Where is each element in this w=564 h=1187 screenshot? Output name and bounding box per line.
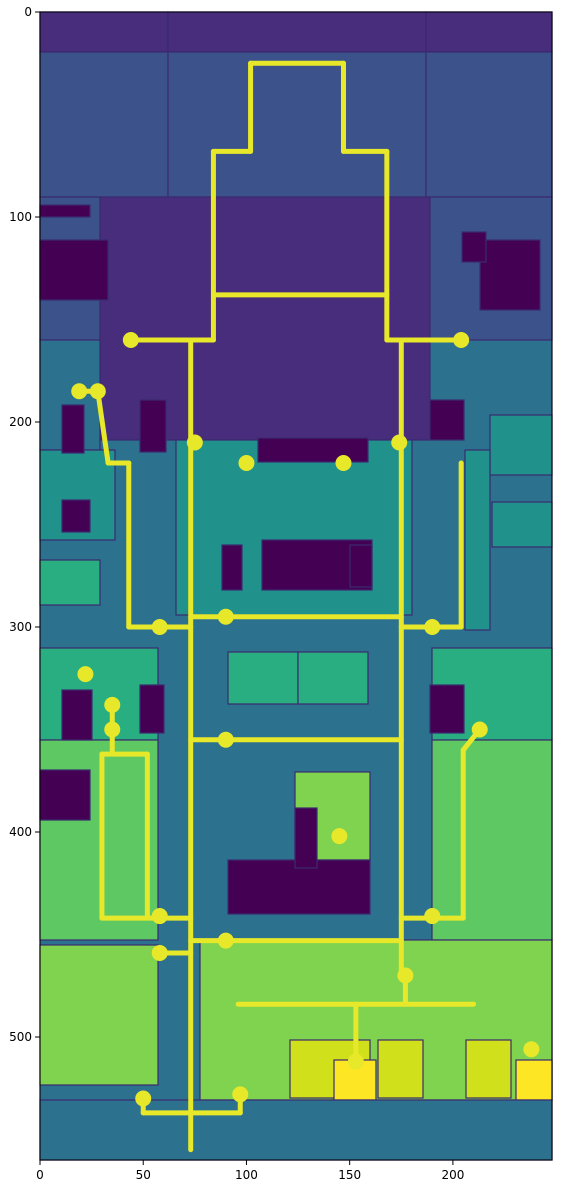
skeleton-nodes [71,332,540,1107]
region-lower-right-darkblob [429,684,465,734]
region-upper-right [425,51,553,198]
region-lower-left-darkblob-3 [139,684,165,734]
region-upper-left [39,51,169,198]
region-center-dark-low-1 [221,544,243,591]
region-lower-left-lime [39,944,159,1086]
skeleton-node-1 [453,332,470,348]
skeleton-node-10 [424,619,441,635]
y-tick-label-1: 100 [9,210,32,224]
segmentation-regions [39,11,553,1161]
plot-area [39,11,553,1161]
region-top-left [39,11,169,53]
region-center-dark-low-3 [349,544,373,588]
region-top-mid [167,11,427,53]
region-lower-left-green [39,647,159,741]
skeleton-node-25 [232,1086,249,1103]
region-left-darkblob-1 [61,404,85,454]
skeleton-node-17 [151,908,168,925]
x-tick-label-2: 100 [235,1168,258,1182]
y-tick-label-0: 0 [24,5,32,19]
skeleton-node-15 [471,721,488,738]
region-left-blob-1 [39,239,109,301]
region-right-darkblob-1 [429,399,465,441]
region-right-blob-1 [479,239,541,311]
region-left-darkblob-3 [139,399,167,453]
region-center-dark-bar [257,437,369,463]
region-lower-left-darkblob-1 [61,689,93,741]
y-tick-label-5: 500 [9,1030,32,1044]
region-top-right [425,11,553,53]
skeleton-node-3 [89,383,106,400]
skeleton-node-12 [104,696,121,713]
region-bottom-bright-1 [333,1059,377,1101]
region-center-green-2 [297,651,369,705]
x-tick-label-0: 0 [36,1168,44,1182]
skeleton-node-23 [523,1041,540,1058]
region-bottom-yellow-2 [377,1039,424,1099]
skeleton-node-0 [122,332,139,348]
skeleton-node-4 [186,434,203,451]
region-bottom-yellow-3 [465,1039,512,1099]
region-left-darkblob-2 [61,499,91,533]
region-center-dark-box-2 [294,807,318,869]
plot-frame [39,11,553,1161]
x-axis: 0 50 100 150 200 [36,1160,464,1182]
x-tick-label-3: 150 [338,1168,361,1182]
region-right-teal-2 [491,501,553,548]
skeleton-node-7 [335,455,352,471]
region-right-blob-2 [461,231,487,263]
skeleton-node-24 [135,1090,152,1107]
skeleton-node-20 [151,944,168,961]
region-left-teal-2 [39,559,101,606]
skeleton-node-22 [347,1053,364,1070]
skeleton-node-14 [217,731,234,748]
skeleton-node-18 [424,908,441,925]
skeleton-node-9 [217,608,234,625]
skeleton-node-8 [151,619,168,635]
region-left-blob-2 [39,204,91,218]
skeleton-node-5 [391,434,408,451]
region-bottom-strip [39,1099,553,1161]
skeleton-node-6 [238,455,255,471]
region-bottom-bright-2 [515,1059,553,1101]
skeleton-edge-13 [95,388,111,466]
region-lower-right-green-2 [431,739,553,941]
skeleton-node-2 [71,383,88,400]
y-tick-label-4: 400 [9,825,32,839]
y-tick-label-3: 300 [9,620,32,634]
region-right-teal-3 [464,449,491,631]
region-lower-left-darkblob-2 [39,769,91,821]
x-tick-label-1: 50 [136,1168,151,1182]
region-right-teal-1 [489,414,553,476]
y-tick-label-2: 200 [9,415,32,429]
skeleton-node-16 [331,828,348,845]
skeleton-node-19 [217,932,234,949]
y-axis: 0 100 200 300 400 500 [9,5,40,1044]
skeleton-node-21 [397,967,414,984]
region-center-green-1 [227,651,299,705]
skeleton-node-13 [104,721,121,738]
skeleton-node-11 [77,666,94,683]
region-left-teal-1 [39,449,116,541]
x-tick-label-4: 200 [441,1168,464,1182]
